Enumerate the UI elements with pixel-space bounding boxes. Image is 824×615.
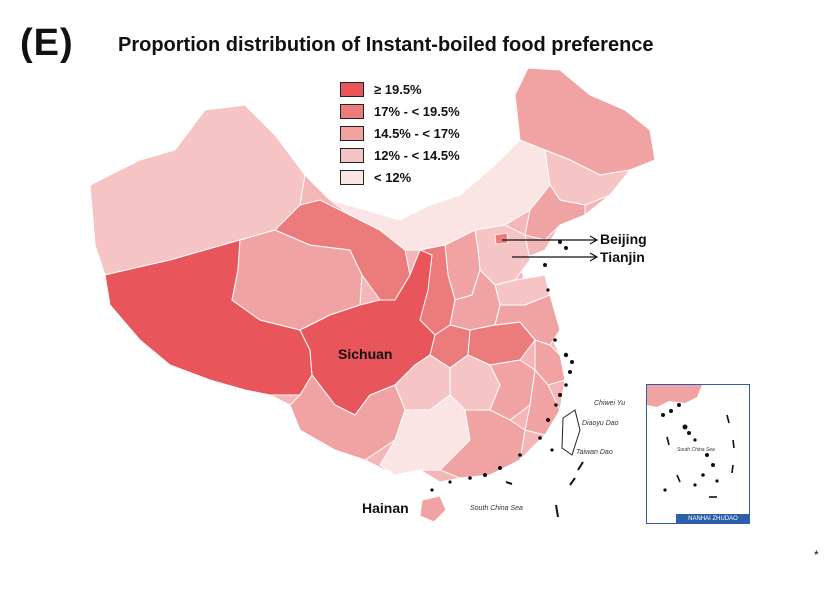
legend-item: 14.5% - < 17% xyxy=(340,122,460,144)
label-chiwei-yu: Chiwei Yu xyxy=(594,400,626,407)
map-legend: ≥ 19.5% 17% - < 19.5% 14.5% - < 17% 12% - <… xyxy=(340,78,460,188)
inset-caption: NANHAI ZHUDAO xyxy=(676,514,750,524)
label-tianjin: Tianjin xyxy=(600,249,645,265)
legend-swatch xyxy=(340,147,364,163)
south-china-sea-inset: South China Sea xyxy=(646,384,750,524)
region-jiangxi xyxy=(489,359,536,421)
region-liaoning xyxy=(524,184,586,241)
legend-label: 12% - < 14.5% xyxy=(374,147,460,163)
coastal-islands xyxy=(430,240,574,492)
legend-item: ≥ 19.5% xyxy=(340,78,460,100)
legend-item: 12% - < 14.5% xyxy=(340,144,460,166)
inset-map: South China Sea xyxy=(647,385,735,498)
callout-arrows xyxy=(502,235,599,262)
region-taiwan xyxy=(561,409,581,456)
footnote-mark: * xyxy=(814,548,819,562)
label-diaoyu-dao: Diaoyu Dao xyxy=(582,420,619,427)
legend-label: 14.5% - < 17% xyxy=(374,125,460,141)
label-inset-scs: South China Sea xyxy=(677,447,715,453)
panel-label: (E) xyxy=(20,22,74,64)
map-title: Proportion distribution of Instant-boile… xyxy=(118,34,654,56)
legend-swatch xyxy=(340,81,364,97)
legend-item: 17% - < 19.5% xyxy=(340,100,460,122)
label-south-china-sea: South China Sea xyxy=(470,505,523,512)
legend-label: 17% - < 19.5% xyxy=(374,103,460,119)
region-beijing xyxy=(494,232,509,245)
label-hainan: Hainan xyxy=(362,500,409,516)
label-taiwan-dao: Taiwan Dao xyxy=(576,449,613,456)
legend-swatch xyxy=(340,125,364,141)
legend-swatch xyxy=(340,103,364,119)
legend-label: ≥ 19.5% xyxy=(374,81,422,97)
south-china-sea-dashes xyxy=(505,461,584,518)
label-beijing: Beijing xyxy=(600,231,647,247)
legend-swatch xyxy=(340,169,364,185)
region-hainan xyxy=(419,495,447,523)
legend-label: < 12% xyxy=(374,169,412,185)
region-guangdong xyxy=(439,409,526,479)
region-fujian xyxy=(524,368,561,436)
legend-item: < 12% xyxy=(340,166,460,188)
label-sichuan: Sichuan xyxy=(338,346,393,362)
